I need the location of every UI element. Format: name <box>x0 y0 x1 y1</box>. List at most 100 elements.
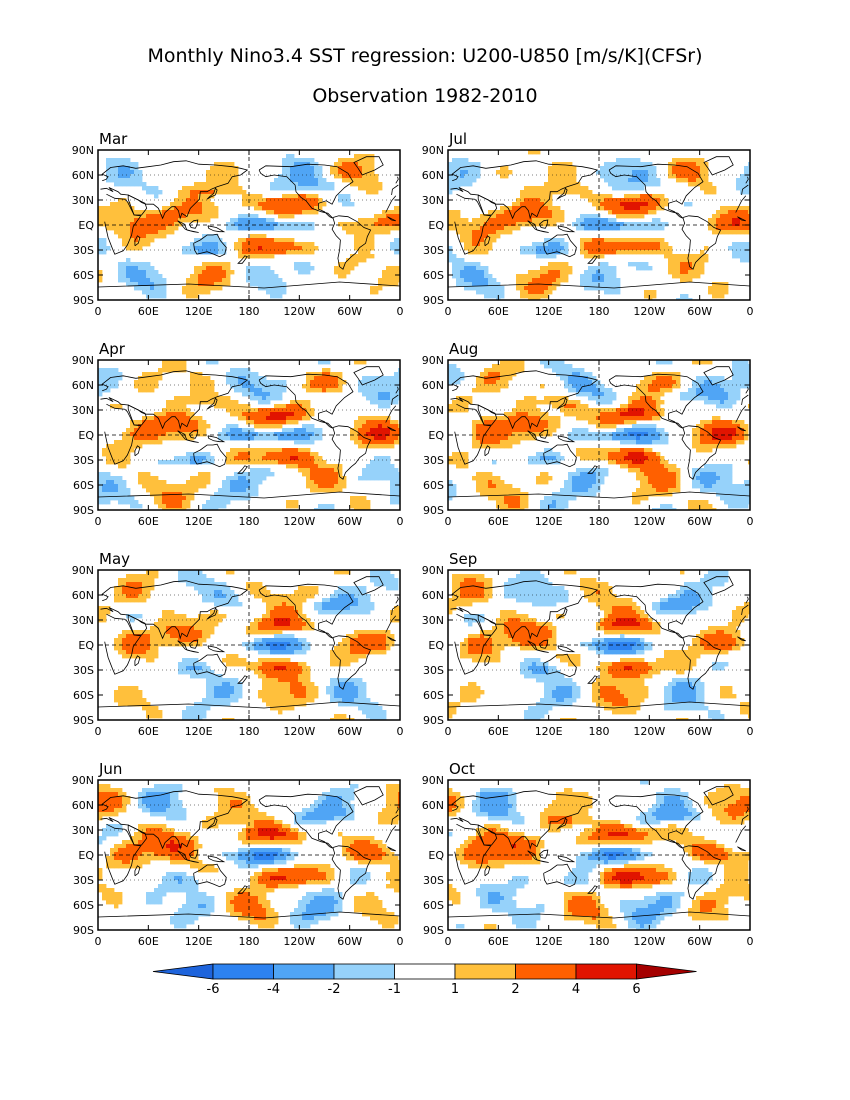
shaded-anomaly-field <box>448 570 750 720</box>
lon-tick-label: 0 <box>95 935 102 948</box>
lat-tick-label: EQ <box>428 639 444 652</box>
shaded-anomaly-field <box>98 784 400 929</box>
colorbar-tick-label: 1 <box>451 982 459 997</box>
lon-tick-label: 180 <box>239 935 260 948</box>
lon-tick-label: 60W <box>687 515 712 528</box>
lon-tick-label: 120E <box>535 515 563 528</box>
lat-tick-label: 30S <box>73 874 94 887</box>
lat-tick-label: 90N <box>422 774 444 787</box>
colorbar-swatch <box>212 963 274 980</box>
panel-month-label: Apr <box>99 340 126 358</box>
lat-tick-label: 90S <box>423 294 444 307</box>
continent-outlines <box>448 786 750 919</box>
lat-tick-label: 30S <box>73 244 94 257</box>
lon-tick-label: 120W <box>283 935 315 948</box>
figure-subtitle: Observation 1982-2010 <box>312 85 537 107</box>
lat-tick-label: 30S <box>73 454 94 467</box>
colorbar-swatch <box>575 963 637 980</box>
lon-tick-label: 0 <box>747 515 754 528</box>
lat-tick-label: 90S <box>423 714 444 727</box>
colorbar-swatch <box>454 963 516 980</box>
lat-tick-label: 30N <box>422 404 444 417</box>
panel-month-label: Jun <box>98 760 122 778</box>
lat-tick-label: 60S <box>423 479 444 492</box>
lat-tick-label: 60N <box>72 379 94 392</box>
lon-tick-label: 120E <box>535 305 563 318</box>
lat-tick-label: 60S <box>423 899 444 912</box>
lon-tick-label: 120E <box>535 935 563 948</box>
shaded-anomaly-field <box>98 360 400 510</box>
lon-tick-label: 120W <box>633 725 665 738</box>
lat-tick-label: 90N <box>72 774 94 787</box>
lat-tick-label: 30N <box>422 194 444 207</box>
lon-tick-label: 60W <box>687 725 712 738</box>
lat-tick-label: 30S <box>423 664 444 677</box>
lon-tick-label: 180 <box>239 305 260 318</box>
shaded-anomaly-field <box>98 154 400 299</box>
lon-tick-label: 120E <box>185 515 213 528</box>
lat-tick-label: 60N <box>422 169 444 182</box>
lon-tick-label: 0 <box>445 305 452 318</box>
lat-tick-label: 90S <box>73 504 94 517</box>
continent-outlines <box>98 156 400 289</box>
lon-tick-label: 0 <box>445 515 452 528</box>
colorbar-tick-label: -2 <box>328 982 341 997</box>
lon-tick-label: 180 <box>589 935 610 948</box>
lon-tick-label: 0 <box>747 305 754 318</box>
lat-tick-label: 60N <box>422 379 444 392</box>
lat-tick-label: 60S <box>73 269 94 282</box>
lon-tick-label: 180 <box>589 305 610 318</box>
lon-tick-label: 120E <box>185 725 213 738</box>
panel-month-label: Mar <box>99 130 128 148</box>
lat-tick-label: 30S <box>423 874 444 887</box>
lon-tick-label: 120W <box>633 305 665 318</box>
lon-tick-label: 60E <box>488 725 509 738</box>
continent-outlines <box>448 156 750 289</box>
lat-tick-label: 90S <box>73 714 94 727</box>
lat-tick-label: 90N <box>422 564 444 577</box>
panel-month-label: Oct <box>449 760 475 778</box>
lon-tick-label: 60W <box>337 725 362 738</box>
lon-tick-label: 0 <box>95 725 102 738</box>
lat-tick-label: 30N <box>72 824 94 837</box>
lat-tick-label: EQ <box>78 849 94 862</box>
lon-tick-label: 60W <box>337 515 362 528</box>
colorbar-swatch <box>333 963 395 980</box>
lat-tick-label: 60N <box>72 799 94 812</box>
lon-tick-label: 120W <box>283 515 315 528</box>
lon-tick-label: 0 <box>445 725 452 738</box>
lon-tick-label: 60W <box>337 305 362 318</box>
lat-tick-label: 30N <box>72 614 94 627</box>
lon-tick-label: 120E <box>535 725 563 738</box>
lat-tick-label: 60S <box>73 689 94 702</box>
lat-tick-label: 60N <box>422 799 444 812</box>
lon-tick-label: 0 <box>445 935 452 948</box>
lat-tick-label: 90N <box>72 564 94 577</box>
lon-tick-label: 180 <box>239 725 260 738</box>
lat-tick-label: EQ <box>428 429 444 442</box>
continent-outlines <box>448 576 750 709</box>
colorbar-swatch <box>273 963 335 980</box>
colorbar-tick-label: 6 <box>632 982 640 997</box>
shaded-anomaly-field <box>448 780 750 930</box>
lat-tick-label: 60S <box>73 479 94 492</box>
lat-tick-label: 90S <box>73 924 94 937</box>
lon-tick-label: 180 <box>589 515 610 528</box>
lon-tick-label: 0 <box>747 725 754 738</box>
lat-tick-label: 30N <box>72 194 94 207</box>
lon-tick-label: 60E <box>138 515 159 528</box>
colorbar-swatch <box>515 963 577 980</box>
lon-tick-label: 120E <box>185 935 213 948</box>
lat-tick-label: 60S <box>423 269 444 282</box>
lon-tick-label: 120W <box>283 725 315 738</box>
lon-tick-label: 0 <box>397 305 404 318</box>
panel-month-label: Sep <box>449 550 477 568</box>
lat-tick-label: 30S <box>423 244 444 257</box>
lat-tick-label: 90N <box>422 144 444 157</box>
figure-title: Monthly Nino3.4 SST regression: U200-U85… <box>148 45 703 67</box>
